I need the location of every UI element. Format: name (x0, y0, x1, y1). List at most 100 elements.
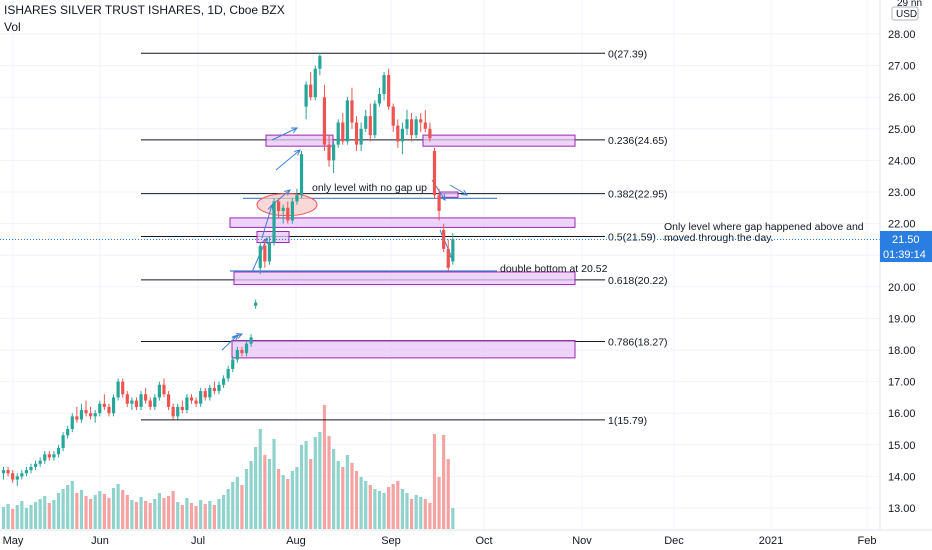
volume-bar (226, 489, 230, 529)
candle-body (368, 116, 372, 136)
note-no-gap: only level with no gap up (312, 182, 427, 194)
volume-bar (391, 484, 395, 529)
y-tick-label: 15.00 (888, 440, 916, 452)
candle-body (130, 400, 134, 404)
candle-body (437, 195, 441, 211)
candlesticks (1, 52, 455, 486)
candle-body (267, 242, 272, 262)
candle-body (176, 406, 180, 417)
candle-body (89, 413, 93, 417)
volume-bars (1, 405, 455, 529)
volume-bar (56, 493, 61, 529)
volume-bar (29, 505, 33, 529)
volume-bar (442, 435, 446, 529)
trend-arrow (275, 149, 301, 171)
candle-body (84, 410, 88, 414)
volume-bar (359, 477, 363, 529)
fib-label: 0.382(22.95) (608, 189, 668, 201)
volume-bar (341, 467, 345, 529)
volume-bar (405, 493, 409, 529)
x-tick-label: Aug (286, 535, 306, 547)
annotations: only level with no gap up Only level whe… (312, 182, 864, 275)
volume-bar (134, 502, 139, 529)
currency-box (891, 6, 919, 21)
candle-body (231, 359, 235, 369)
candle-body (203, 391, 207, 398)
candle-body (208, 387, 212, 398)
countdown-value: 01:39:14 (883, 249, 926, 261)
candle-body (70, 416, 74, 429)
candle-body (221, 378, 226, 385)
volume-bar (212, 505, 217, 529)
candle-body (299, 154, 304, 196)
candle-body (139, 394, 143, 407)
x-tick-label: May (3, 535, 24, 547)
trend-arrow (449, 184, 468, 196)
candle-body (56, 447, 61, 455)
volume-bar (66, 485, 70, 529)
chart-title[interactable]: ISHARES SILVER TRUST ISHARES, 1D, Cboe B… (4, 3, 285, 17)
volume-bar (6, 504, 10, 529)
price-axis[interactable]: 13.00 14.00 15.00 16.00 17.00 18.00 19.00 20.00… (879, 0, 916, 530)
volume-bar (263, 455, 267, 529)
currency-label: USD (896, 9, 917, 20)
arrow-head (460, 189, 468, 196)
volume-bar (249, 461, 253, 529)
candle-body (396, 125, 400, 142)
note-double-bottom: double bottom at 20.52 (500, 263, 608, 275)
candle-body (157, 384, 161, 398)
volume-bar (1, 507, 6, 529)
x-tick-label: Feb (858, 535, 877, 547)
volume-bar (332, 449, 336, 529)
candle-body (153, 397, 157, 407)
volume-indicator-label[interactable]: Vol (4, 20, 21, 34)
candle-body (185, 397, 189, 411)
y-tick-label: 13.00 (888, 503, 916, 515)
volume-bar (304, 441, 308, 529)
y-tick-label: 24.00 (888, 155, 916, 167)
volume-bar (194, 506, 198, 529)
x-tick-label: Jun (91, 535, 109, 547)
volume-bar (409, 499, 414, 529)
drawings (221, 127, 497, 351)
volume-bar (309, 459, 313, 529)
volume-bar (153, 499, 157, 529)
candle-body (442, 229, 446, 249)
candle-body (1, 470, 6, 474)
candle-body (6, 470, 10, 474)
candle-body (134, 400, 139, 407)
volume-bar (102, 494, 106, 529)
y-tick-label: 23.00 (888, 187, 916, 199)
candle-body (318, 56, 322, 69)
volume-bar (61, 489, 65, 529)
candle-body (79, 410, 84, 420)
candle-body (428, 128, 432, 139)
volume-bar (157, 493, 161, 529)
volume-bar (139, 497, 143, 529)
time-axis[interactable]: May Jun Jul Aug Sep Oct Nov Dec 2021 Feb (0, 529, 932, 547)
arrow-head (284, 189, 291, 196)
volume-bar (240, 485, 244, 529)
y-tick-label: 26.00 (888, 92, 916, 104)
volume-bar (423, 499, 427, 529)
y-tick-label: 20.00 (888, 282, 916, 294)
arrow-head (439, 193, 446, 201)
volume-bar (414, 495, 418, 529)
y-tick-label: 25.00 (888, 124, 916, 136)
volume-bar (180, 505, 184, 529)
candle-body (281, 207, 285, 211)
volume-bar (437, 477, 441, 529)
zone-rect (439, 191, 459, 198)
zone-rect (265, 134, 334, 147)
candle-body (111, 397, 116, 414)
trend-arrow (261, 204, 273, 239)
current-price-value: 21.50 (892, 234, 920, 246)
candle-body (107, 406, 111, 414)
candle-body (373, 103, 377, 136)
volume-bar (75, 493, 79, 529)
volume-bar (70, 481, 74, 529)
candle-body (29, 466, 33, 471)
candle-body (20, 473, 24, 477)
candle-body (226, 368, 230, 379)
